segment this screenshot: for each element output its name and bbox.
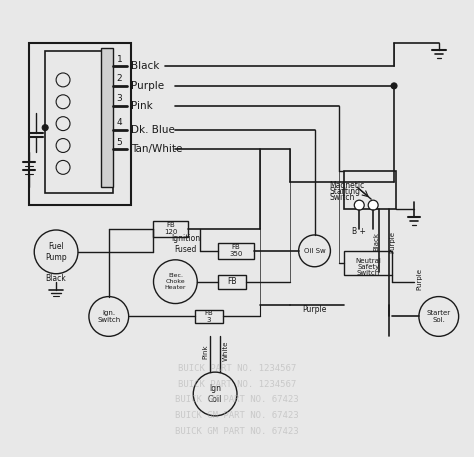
Text: BUICK PART NO. 1234567: BUICK PART NO. 1234567 [178,380,296,388]
Text: Fuel
Pump: Fuel Pump [46,242,67,261]
Circle shape [193,372,237,416]
Bar [218,275,246,289]
Text: FB
350: FB 350 [229,244,243,257]
Text: Oil Sw: Oil Sw [304,248,325,254]
Text: BUICK GM PART NO. 67423: BUICK GM PART NO. 67423 [175,427,299,436]
Text: Black: Black [46,274,66,283]
Bar [344,251,392,275]
Text: Ign.
Switch: Ign. Switch [97,310,120,323]
Text: Magnetic: Magnetic [329,181,365,190]
Bar [195,309,223,324]
Text: Starting: Starting [329,187,360,196]
Circle shape [354,200,364,210]
Text: White: White [223,341,229,361]
Text: FB: FB [227,277,237,286]
Text: FB
120: FB 120 [164,223,177,235]
Text: Starter
Sol.: Starter Sol. [427,310,451,323]
Text: B +: B + [352,228,366,236]
Bar [101,48,113,187]
Text: Ignition
Fused: Ignition Fused [171,234,200,254]
Bar [344,171,396,209]
Text: Black: Black [373,233,379,251]
Text: Switch: Switch [356,270,380,276]
Circle shape [34,230,78,274]
Circle shape [299,235,330,267]
Text: Purple: Purple [416,268,422,290]
Text: BUICK GM PART NO. 67423: BUICK GM PART NO. 67423 [175,395,299,404]
Text: Dk. Blue: Dk. Blue [131,125,174,135]
Text: Neutral: Neutral [355,258,381,264]
Circle shape [391,83,397,89]
Text: Pink: Pink [202,344,208,359]
Text: Tan/White: Tan/White [131,144,182,154]
Text: Pink: Pink [131,101,153,111]
Circle shape [89,297,128,336]
Circle shape [368,200,378,210]
Text: Safety: Safety [357,264,379,270]
Text: 1: 1 [117,54,122,64]
Text: Purple: Purple [131,81,164,91]
Text: BUICK GM PART NO. 67423: BUICK GM PART NO. 67423 [175,411,299,420]
Text: Ign
Coil: Ign Coil [208,384,222,404]
Circle shape [419,297,459,336]
Text: 3: 3 [117,94,122,103]
Bar [29,43,131,205]
Text: Purple: Purple [389,231,395,253]
Bar [153,221,188,237]
Circle shape [154,260,197,303]
Text: 5: 5 [117,138,122,147]
Text: Switch: Switch [329,193,355,202]
Text: Elec.
Choke
Heater: Elec. Choke Heater [164,273,186,290]
Text: Purple: Purple [302,305,327,314]
Text: 2: 2 [117,74,122,84]
Text: 4: 4 [117,118,122,127]
Bar [45,51,113,193]
Bar [218,243,254,259]
Circle shape [42,125,48,131]
Text: Black: Black [131,61,159,71]
Text: BUICK PART NO. 1234567: BUICK PART NO. 1234567 [178,364,296,372]
Text: FB
3: FB 3 [205,310,214,323]
